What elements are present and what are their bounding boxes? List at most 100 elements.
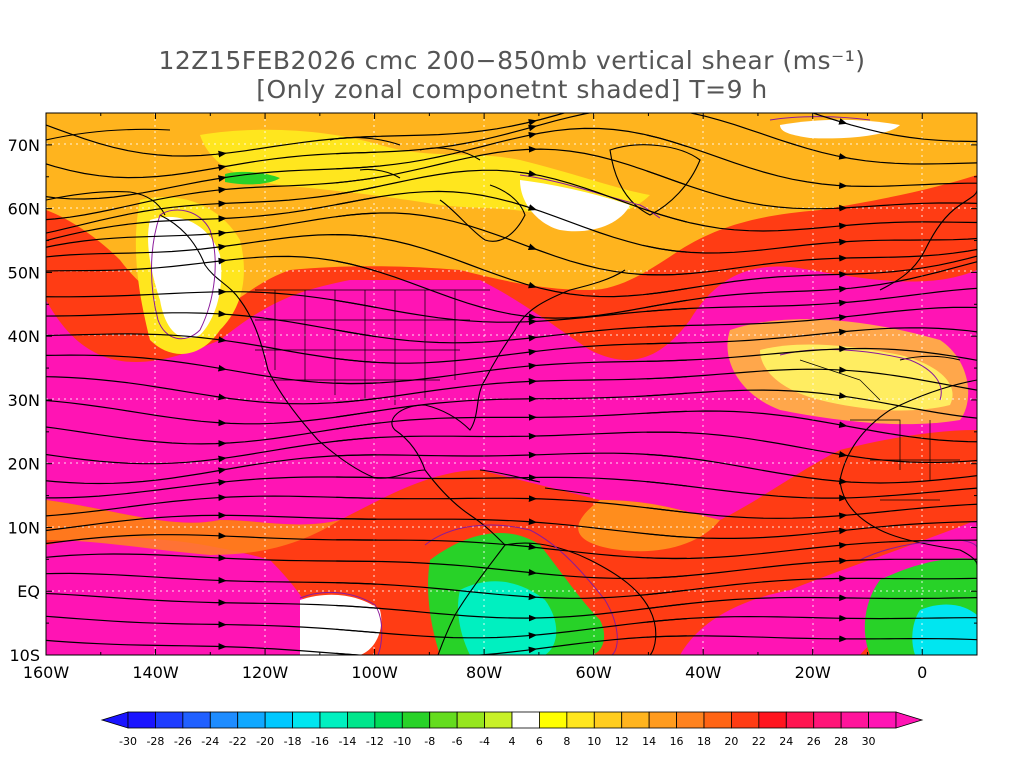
lon-label: 120W bbox=[242, 663, 289, 682]
streamline bbox=[646, 596, 977, 610]
coastline-alaska bbox=[46, 128, 171, 216]
streamline bbox=[336, 190, 687, 253]
colorbar-swatch bbox=[347, 711, 376, 729]
streamline bbox=[336, 582, 687, 599]
streamline-arrow bbox=[218, 455, 227, 463]
lon-label: 80W bbox=[466, 663, 502, 682]
colorbar-label: 26 bbox=[807, 735, 821, 748]
colorbar-swatch bbox=[539, 711, 568, 729]
streamline bbox=[46, 399, 377, 425]
colorbar-swatch bbox=[319, 711, 348, 729]
colorbar-swatch bbox=[593, 711, 623, 729]
streamline bbox=[646, 453, 977, 484]
streamline-arrow bbox=[218, 393, 227, 401]
streamline bbox=[336, 410, 687, 430]
streamline bbox=[46, 495, 377, 517]
colorbar-label: 12 bbox=[615, 735, 629, 748]
streamline bbox=[46, 354, 377, 385]
colorbar-label: -28 bbox=[146, 735, 164, 748]
streamline bbox=[646, 635, 977, 641]
colorbar-swatch bbox=[484, 711, 513, 729]
streamline-arrow bbox=[528, 131, 538, 139]
colorbar-label: 30 bbox=[862, 735, 876, 748]
colorbar-swatch bbox=[155, 711, 184, 729]
colorbar-right-arrow bbox=[895, 711, 924, 729]
zero-shear-contour bbox=[151, 116, 977, 655]
colorbar-label: 18 bbox=[697, 735, 711, 748]
streamline bbox=[646, 306, 977, 328]
streamline bbox=[46, 212, 377, 248]
streamline bbox=[46, 177, 377, 221]
streamline bbox=[46, 592, 377, 609]
colorbar-swatch bbox=[374, 711, 403, 729]
colorbar-label: -22 bbox=[229, 735, 247, 748]
lon-label: 100W bbox=[351, 663, 398, 682]
streamline bbox=[646, 347, 977, 362]
colorbar-swatch bbox=[868, 711, 897, 729]
latitude-labels: 70N 60N 50N 40N 30N 20N 10N EQ 10S bbox=[8, 136, 40, 665]
streamline-arrow bbox=[838, 450, 848, 458]
streamline-arrow bbox=[528, 124, 538, 132]
streamline-arrow bbox=[218, 243, 227, 251]
streamline-arrow bbox=[218, 336, 227, 344]
streamline bbox=[336, 517, 687, 538]
axis-ticks bbox=[45, 112, 978, 656]
streamline bbox=[646, 389, 977, 419]
streamline bbox=[46, 186, 377, 234]
coastline-greenland bbox=[609, 144, 701, 216]
colorbar-label: -26 bbox=[174, 735, 192, 748]
streamline bbox=[336, 539, 687, 560]
streamline bbox=[46, 255, 377, 272]
lat-label: 30N bbox=[8, 391, 40, 410]
lon-label: 160W bbox=[23, 663, 70, 682]
colorbar-swatch bbox=[456, 711, 485, 729]
lat-label: 10N bbox=[8, 518, 40, 537]
colorbar-swatch bbox=[676, 711, 705, 729]
streamline bbox=[646, 287, 977, 312]
colorbar-swatch bbox=[621, 711, 650, 729]
streamline bbox=[336, 359, 687, 385]
colorbar-swatch bbox=[731, 711, 760, 729]
streamline bbox=[336, 212, 687, 276]
streamline bbox=[46, 422, 377, 445]
streamline bbox=[646, 481, 977, 499]
colorbar-swatch bbox=[237, 711, 266, 729]
streamline-arrow bbox=[218, 150, 227, 158]
colorbar-label: -14 bbox=[338, 735, 356, 748]
streamline bbox=[336, 376, 687, 404]
streamline bbox=[46, 333, 377, 363]
streamline-arrow bbox=[217, 467, 227, 474]
streamline bbox=[336, 452, 687, 459]
streamline-arrow bbox=[217, 364, 227, 372]
shear-zone-weak-atlantic bbox=[520, 180, 630, 232]
streamline bbox=[336, 635, 687, 655]
streamline-arrow bbox=[527, 204, 537, 211]
streamline bbox=[646, 558, 977, 579]
streamline-arrow bbox=[528, 170, 538, 177]
colorbar-label: -6 bbox=[452, 735, 463, 748]
graticule bbox=[46, 113, 977, 655]
streamline bbox=[646, 134, 977, 188]
streamlines bbox=[46, 113, 977, 655]
streamline bbox=[336, 260, 687, 319]
streamline-arrow bbox=[528, 348, 538, 356]
streamline bbox=[646, 255, 977, 295]
colorbar-label: 10 bbox=[587, 735, 601, 748]
streamline-arrow bbox=[528, 646, 538, 654]
streamline bbox=[46, 572, 377, 585]
chart-title-line-2: [Only zonal componetnt shaded] T=9 h bbox=[256, 75, 768, 104]
map-panel bbox=[46, 113, 977, 655]
streamline bbox=[46, 291, 377, 309]
streamline bbox=[646, 327, 977, 345]
streamline bbox=[46, 639, 368, 655]
streamline bbox=[646, 521, 977, 539]
colorbar-label: 14 bbox=[642, 735, 656, 748]
colorbar-swatch bbox=[703, 711, 732, 729]
streamline bbox=[336, 299, 687, 323]
colorbar-swatch bbox=[127, 711, 156, 729]
colorbar-label: 20 bbox=[724, 735, 738, 748]
colorbar-swatch bbox=[292, 711, 321, 729]
streamline bbox=[46, 534, 377, 545]
coastline-west-africa bbox=[839, 379, 977, 566]
